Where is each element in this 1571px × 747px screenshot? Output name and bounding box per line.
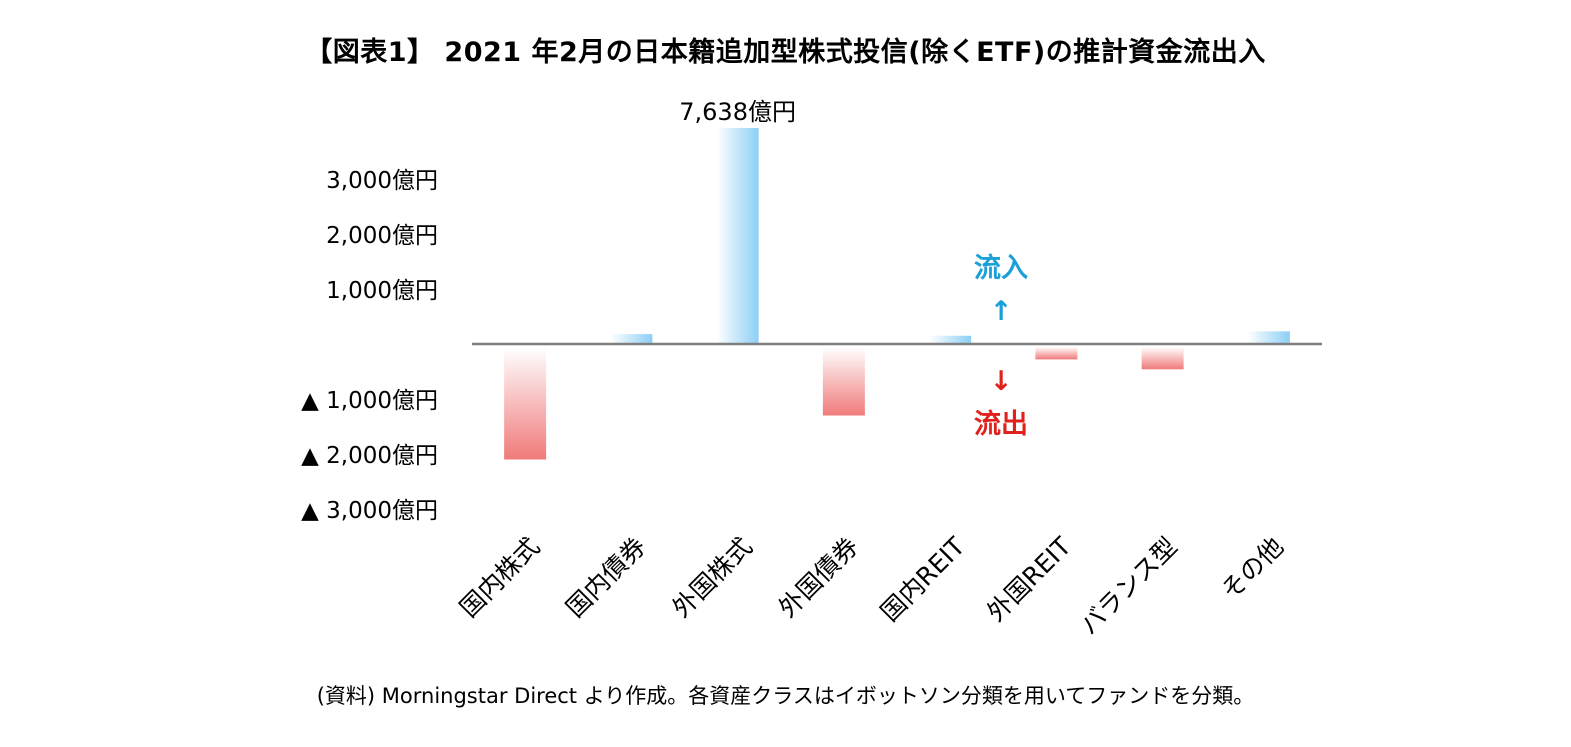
inflow-label: 流入 — [974, 253, 1028, 284]
y-tick-label: ▲ 3,000億円 — [301, 498, 438, 524]
category-label: 外国REIT — [981, 531, 1077, 627]
category-label: 国内株式 — [454, 532, 545, 623]
y-tick-label: ▲ 2,000億円 — [301, 443, 438, 469]
source-note: (資料) Morningstar Direct より作成。各資産クラスはイボット… — [316, 684, 1255, 708]
category-label: 国内REIT — [875, 531, 971, 627]
bar — [610, 334, 653, 343]
chart-title: 【図表1】 2021 年2月の日本籍追加型株式投信(除くETF)の推計資金流出入 — [305, 37, 1266, 68]
y-tick-label: 2,000億円 — [326, 223, 438, 249]
bar — [1247, 331, 1290, 343]
bar-value-label: 7,638億円 — [679, 98, 796, 126]
inflow-arrow-icon: ↑ — [990, 296, 1013, 327]
bar-chart: 3,000億円 2,000億円 1,000億円 ▲ 1,000億円 ▲ 2,000億円 ▲… — [301, 98, 1322, 641]
outflow-arrow-icon: ↓ — [990, 366, 1013, 397]
category-label: 外国株式 — [667, 532, 758, 623]
category-label: 外国債券 — [773, 532, 864, 623]
category-label: その他 — [1216, 532, 1290, 606]
y-tick-label: 1,000億円 — [326, 278, 438, 304]
bar — [716, 128, 759, 343]
bar — [504, 347, 547, 460]
outflow-label: 流出 — [974, 409, 1028, 440]
category-label: 国内債券 — [560, 532, 651, 623]
category-label: バランス型 — [1074, 532, 1183, 641]
bar — [1141, 347, 1184, 370]
y-tick-label: 3,000億円 — [326, 168, 438, 194]
bar — [1035, 347, 1078, 360]
bar — [929, 335, 972, 343]
bar — [822, 347, 865, 416]
y-tick-label: ▲ 1,000億円 — [301, 388, 438, 414]
